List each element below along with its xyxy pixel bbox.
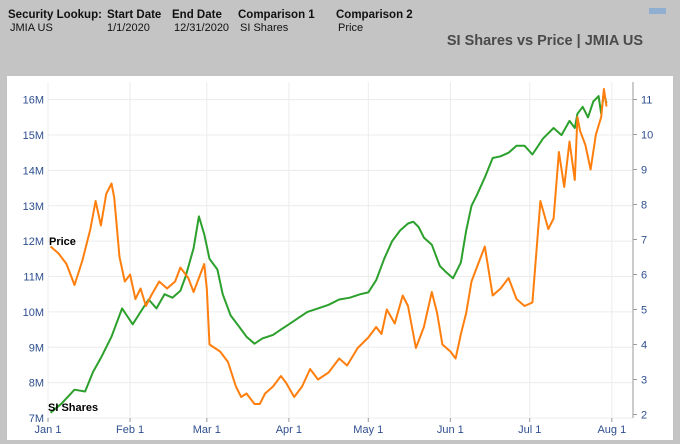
y-right-tick-label: 7	[641, 235, 647, 247]
y-left-tick-label: 9M	[29, 342, 44, 354]
series-line-price	[49, 88, 608, 405]
y-left-tick-label: 16M	[23, 95, 44, 107]
x-tick-label: Jun 1	[437, 424, 464, 436]
y-left-tick-label: 13M	[23, 201, 44, 213]
start-date-value: 1/1/2020	[107, 22, 150, 34]
y-right-tick-label: 6	[641, 270, 647, 282]
y-left-tick-label: 10M	[23, 307, 44, 319]
y-left-tick-label: 15M	[23, 130, 44, 142]
y-left-tick-label: 8M	[29, 378, 44, 390]
y-left-tick-label: 11M	[23, 272, 44, 284]
x-tick-label: Aug 1	[597, 424, 626, 436]
y-right-tick-label: 11	[641, 95, 652, 107]
y-left-tick-label: 7M	[29, 413, 44, 425]
y-axis-right: 2 3 4 5 6 7 8 9 10 11	[632, 82, 653, 422]
x-axis: Jan 1 Feb 1 Mar 1 Apr 1 May 1 Jun 1 Jul 1 Aug 1	[35, 418, 626, 436]
y-right-tick-label: 3	[641, 375, 647, 387]
comparison-2-value: Price	[338, 22, 364, 34]
x-tick-label: Jul 1	[518, 424, 541, 436]
y-left-tick-label: 12M	[23, 236, 44, 248]
security-lookup-value: JMIA US	[10, 22, 53, 34]
series-lines	[49, 88, 608, 414]
series-line-si-shares	[49, 91, 608, 414]
y-right-tick-label: 9	[641, 165, 647, 177]
chart-grid	[47, 82, 633, 419]
start-date-label: Start Date	[107, 9, 162, 21]
series-label-si-shares: SI Shares	[48, 402, 98, 414]
y-right-tick-label: 2	[641, 410, 647, 422]
y-right-tick-label: 4	[641, 340, 647, 352]
end-date-label: End Date	[172, 9, 222, 21]
x-tick-label: Apr 1	[276, 424, 302, 436]
security-lookup-label: Security Lookup:	[8, 9, 102, 21]
x-tick-label: Jan 1	[35, 424, 62, 436]
y-left-tick-label: 14M	[23, 165, 44, 177]
x-tick-label: Mar 1	[193, 424, 221, 436]
y-right-tick-label: 5	[641, 305, 647, 317]
chart-panel	[7, 76, 673, 440]
y-right-tick-label: 10	[641, 130, 653, 142]
chart-title: SI Shares vs Price | JMIA US	[446, 33, 643, 49]
series-label-price: Price	[49, 236, 76, 248]
series-labels: Price SI Shares	[48, 236, 98, 414]
x-tick-label: Feb 1	[116, 424, 144, 436]
y-axis-left: 7M 8M 9M 10M 11M 12M 13M 14M 15M 16M	[23, 95, 44, 425]
comparison-1-value: SI Shares	[240, 22, 289, 34]
comparison-1-label: Comparison 1	[238, 9, 315, 21]
comparison-2-label: Comparison 2	[336, 9, 413, 21]
x-tick-label: May 1	[353, 424, 383, 436]
logo-icon	[649, 8, 666, 14]
y-right-tick-label: 8	[641, 200, 647, 212]
end-date-value: 12/31/2020	[174, 22, 230, 34]
